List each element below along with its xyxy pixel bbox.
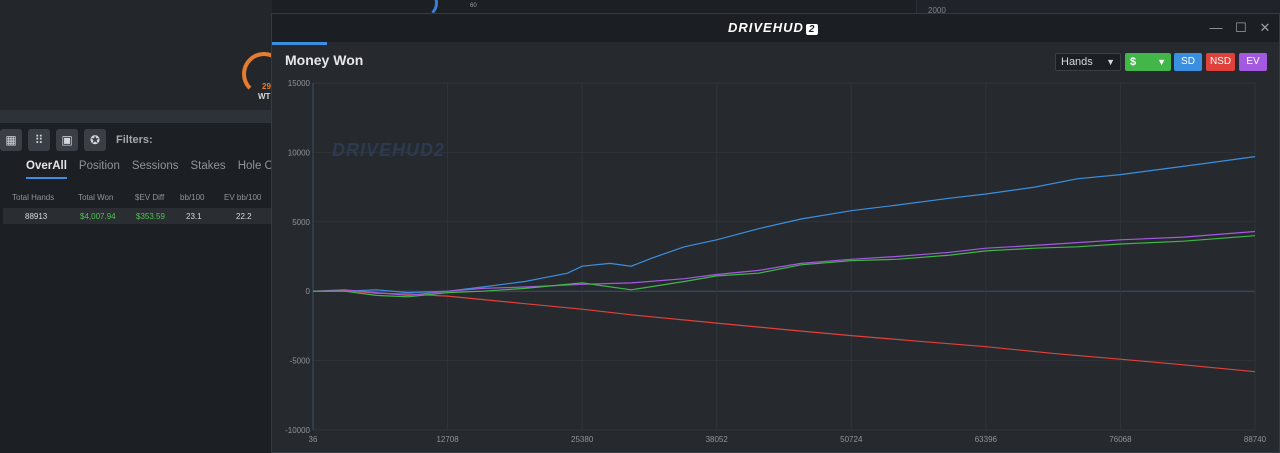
chart-svg: -10000 -5000 0 5000 10000 15000 36 12708 25380 38… [285, 79, 1267, 444]
series-line-ev [312, 230, 1256, 297]
tab-position[interactable]: Position [78, 160, 120, 172]
total-hands-cell: 88913 [25, 212, 48, 221]
tab-overall[interactable]: OverAll [26, 160, 67, 179]
x-tick-label: 63396 [975, 435, 998, 444]
x-tick-label: 12708 [436, 435, 459, 444]
column-header: Total Won [78, 193, 114, 202]
chart-watermark: DRIVEHUD2 [332, 140, 446, 160]
column-header: bb/100 [180, 193, 205, 202]
toggle-ev-button[interactable]: EV [1239, 53, 1267, 71]
table-row[interactable] [3, 208, 272, 224]
y-tick-label: 0 [306, 287, 311, 296]
column-header: EV bb/100 [224, 193, 262, 202]
divider [0, 110, 272, 123]
series-line-money-won [313, 235, 1256, 298]
window-titlebar[interactable]: DRIVEHUD 2 — ☐ ✕ [272, 14, 1279, 42]
column-header: $EV Diff [135, 193, 165, 202]
wtp-gauge-value: 29 [262, 82, 271, 91]
money-won-chart[interactable]: DRIVEHUD2 -10000 -5000 0 5000 10000 15000 36 12… [272, 76, 1280, 453]
currency-select[interactable]: $ ▼ [1125, 53, 1171, 71]
y-tick-label: -5000 [290, 357, 311, 366]
y-tick-label: 10000 [288, 148, 311, 157]
wtp-gauge [242, 52, 286, 96]
ev-bb100-cell: 22.2 [236, 212, 252, 221]
gauge-icon [408, 0, 438, 18]
drivehud-logo: DRIVEHUD 2 [728, 20, 819, 35]
layout-icon[interactable]: ▣ [56, 129, 78, 151]
x-tick-label: 76068 [1109, 435, 1132, 444]
stats-tabs: OverAll Position Sessions Stakes Hole Ca… [26, 160, 283, 179]
y-tick-label: -10000 [285, 426, 310, 435]
x-tick-label: 88740 [1244, 435, 1267, 444]
maximize-icon[interactable]: ☐ [1235, 20, 1247, 35]
x-axis-select[interactable]: Hands ▼ [1055, 53, 1121, 71]
money-won-window: DRIVEHUD 2 — ☐ ✕ Money Won Hands ▼ $ ▼ SD… [271, 13, 1280, 453]
poker-chip-icon[interactable]: ✪ [84, 129, 106, 151]
currency-select-value: $ [1130, 56, 1137, 68]
grid-icon[interactable]: ⠿ [28, 129, 50, 151]
logo-badge: 2 [805, 24, 819, 35]
chevron-down-icon: ▼ [1157, 57, 1166, 67]
column-header: Total Hands [12, 193, 55, 202]
series-line-sd [313, 156, 1256, 294]
tab-sessions[interactable]: Sessions [131, 160, 179, 172]
tab-stakes[interactable]: Stakes [190, 160, 226, 172]
calculator-icon[interactable]: ▦ [0, 129, 22, 151]
x-tick-label: 25380 [571, 435, 594, 444]
chevron-down-icon: ▼ [1106, 57, 1115, 67]
x-tick-label: 36 [309, 435, 318, 444]
y-tick-label: 15000 [288, 79, 311, 88]
toggle-nsd-button[interactable]: NSD [1206, 53, 1235, 71]
x-axis-select-value: Hands [1061, 56, 1093, 68]
stats-toolbar: ▦ ⠿ ▣ ✪ Filters: [0, 126, 272, 154]
x-tick-label: 38052 [706, 435, 729, 444]
minimize-icon[interactable]: — [1209, 20, 1223, 35]
bb100-cell: 23.1 [186, 212, 202, 221]
filters-label[interactable]: Filters: [116, 134, 153, 146]
x-tick-label: 50724 [840, 435, 863, 444]
logo-text: DRIVEHUD [728, 20, 804, 35]
total-won-cell: $4,007.94 [80, 212, 116, 221]
y-tick-label: 5000 [292, 218, 310, 227]
close-icon[interactable]: ✕ [1259, 20, 1271, 35]
toggle-sd-button[interactable]: SD [1174, 53, 1202, 71]
ev-diff-cell: $353.59 [136, 212, 165, 221]
background-header [0, 0, 272, 110]
page-title: Money Won [285, 52, 364, 68]
wtp-gauge-label: WT [258, 92, 271, 101]
series-line-nsd [312, 289, 1256, 373]
gauge-top-value: 60 [470, 3, 477, 9]
right-panel-axis-value: 2000 [928, 6, 946, 15]
accent-bar [272, 42, 327, 45]
